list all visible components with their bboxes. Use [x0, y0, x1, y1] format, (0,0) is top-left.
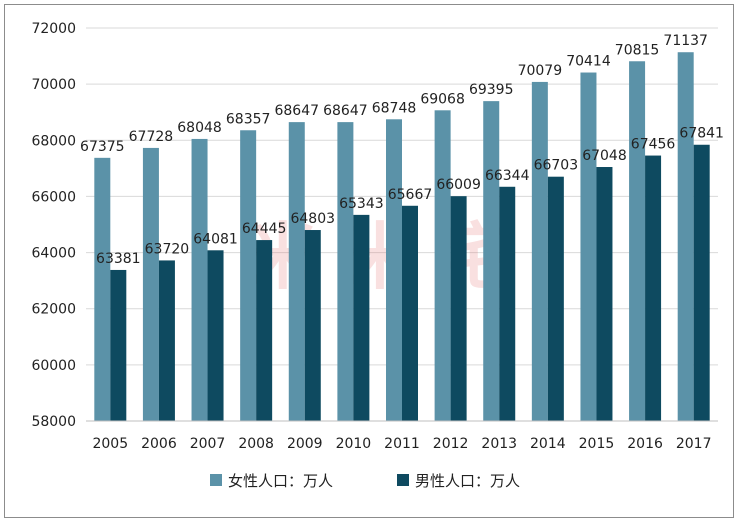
- x-tick-label: 2005: [92, 436, 128, 452]
- y-tick-label: 70000: [31, 77, 76, 93]
- bar-male-2009: [304, 230, 321, 421]
- bar-female-2009: [288, 122, 305, 421]
- bar-female-2005: [94, 157, 111, 421]
- legend-label: 女性人口：万人: [228, 472, 333, 490]
- bar-male-2016: [645, 155, 662, 421]
- data-label: 67456: [631, 137, 676, 153]
- bar-female-2016: [629, 61, 646, 421]
- y-tick-label: 68000: [31, 133, 76, 149]
- bar-female-2007: [191, 138, 208, 421]
- bar-male-2013: [499, 186, 516, 421]
- bar-female-2014: [531, 81, 548, 421]
- x-tick-label: 2006: [141, 436, 177, 452]
- bar-male-2006: [158, 260, 175, 421]
- data-label: 66703: [534, 158, 579, 174]
- data-label: 67841: [679, 126, 724, 142]
- data-label: 63720: [145, 241, 190, 257]
- x-tick-label: 2011: [384, 436, 420, 452]
- bar-female-2008: [240, 130, 257, 421]
- bar-male-2012: [450, 196, 467, 421]
- x-tick-label: 2012: [433, 436, 469, 452]
- y-tick-label: 60000: [31, 358, 76, 374]
- bar-female-2015: [580, 72, 597, 421]
- bar-female-2017: [677, 52, 694, 421]
- data-label: 71137: [663, 33, 708, 49]
- data-label: 70079: [518, 63, 563, 79]
- bar-female-2011: [386, 119, 402, 422]
- data-label: 63381: [96, 251, 141, 267]
- data-label: 67728: [129, 129, 174, 145]
- bar-female-2013: [483, 101, 500, 421]
- legend-label: 男性人口：万人: [415, 472, 520, 490]
- y-tick-label: 62000: [31, 302, 76, 318]
- x-tick-label: 2010: [336, 436, 372, 452]
- data-label: 70815: [615, 42, 660, 58]
- data-label: 68748: [372, 100, 417, 116]
- data-label: 64803: [290, 211, 335, 227]
- x-tick-label: 2007: [190, 436, 226, 452]
- data-label: 68048: [177, 120, 222, 136]
- bar-male-2011: [402, 205, 418, 421]
- data-label: 64081: [193, 231, 238, 247]
- svg-text:米 米 宅: 米 米 宅: [247, 215, 513, 299]
- data-label: 68357: [226, 111, 271, 127]
- x-tick-label: 2015: [579, 436, 615, 452]
- data-label: 69068: [420, 91, 465, 107]
- data-label: 68647: [274, 103, 319, 119]
- legend-swatch: [210, 474, 222, 486]
- bar-male-2010: [353, 214, 370, 421]
- bar-male-2015: [596, 167, 613, 421]
- bar-female-2010: [337, 122, 354, 421]
- x-tick-label: 2013: [481, 436, 517, 452]
- data-label: 70414: [566, 54, 611, 70]
- data-label: 66009: [436, 177, 481, 193]
- bar-male-2014: [547, 176, 564, 421]
- bar-male-2017: [693, 144, 710, 421]
- y-tick-label: 58000: [31, 414, 76, 430]
- y-tick-label: 66000: [31, 189, 76, 205]
- bar-male-2007: [207, 250, 224, 421]
- data-label: 68647: [323, 103, 368, 119]
- x-tick-label: 2017: [676, 436, 712, 452]
- x-tick-label: 2009: [287, 436, 323, 452]
- bar-male-2008: [256, 240, 273, 421]
- data-label: 65667: [388, 187, 433, 203]
- bar-male-2005: [110, 269, 127, 421]
- y-tick-label: 64000: [31, 246, 76, 262]
- bar-female-2012: [434, 110, 451, 422]
- y-tick-label: 72000: [31, 21, 76, 37]
- x-tick-label: 2016: [627, 436, 663, 452]
- x-tick-label: 2014: [530, 436, 566, 452]
- data-label: 65343: [339, 196, 384, 212]
- data-label: 66344: [485, 168, 530, 184]
- x-tick-label: 2008: [238, 436, 274, 452]
- data-label: 67375: [80, 139, 125, 155]
- bar-female-2006: [142, 147, 159, 421]
- data-label: 69395: [469, 82, 514, 98]
- data-label: 64445: [242, 221, 287, 237]
- data-label: 67048: [582, 148, 627, 164]
- legend-swatch: [397, 474, 409, 486]
